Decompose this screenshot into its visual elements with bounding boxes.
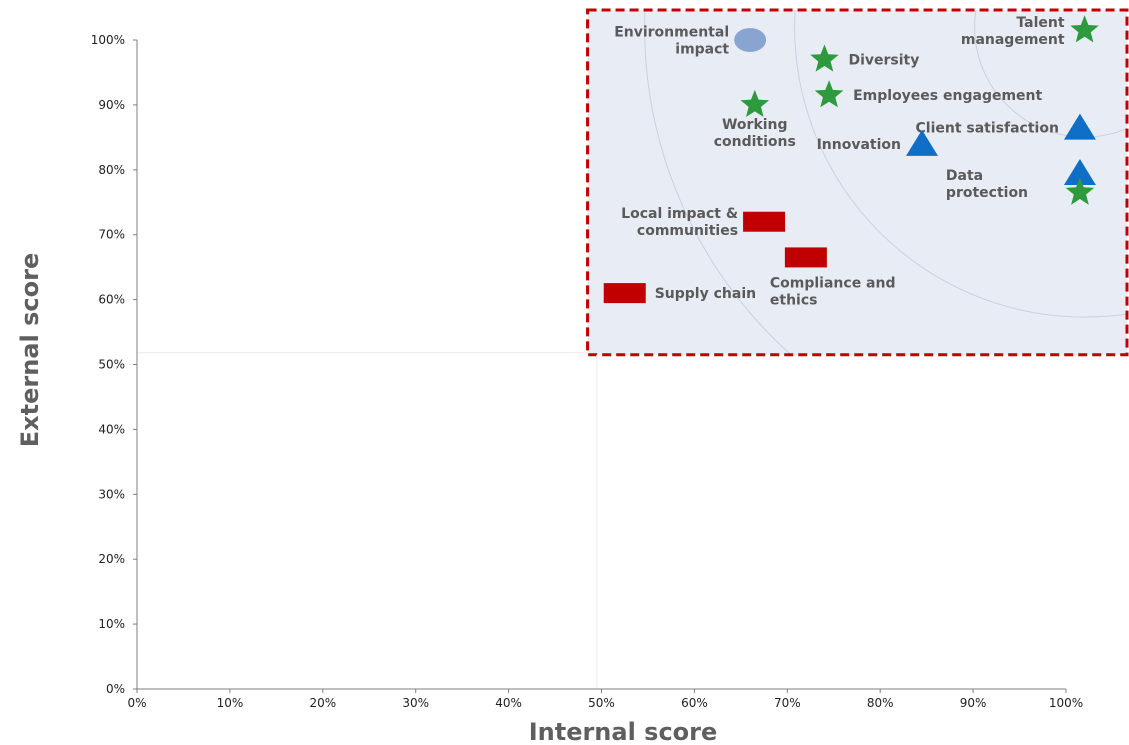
y-tick-labels: 0% 10% 20% 30% 40% 50% 60% 70% 80% 90% 100% — [91, 33, 137, 696]
star-marker — [1070, 15, 1099, 43]
x-tick-label: 10% — [217, 696, 244, 710]
y-tick-label: 40% — [98, 422, 125, 436]
point-label: Talent management — [961, 15, 1065, 48]
bar-marker — [784, 247, 827, 268]
x-tick-label: 0% — [127, 696, 146, 710]
triangle-marker — [1063, 113, 1096, 140]
x-tick-label: 20% — [309, 696, 336, 710]
x-tick-label: 50% — [588, 696, 615, 710]
highlight-region — [137, 8, 1129, 689]
data-point: Innovation — [817, 129, 939, 156]
y-tick-label: 30% — [98, 487, 125, 501]
x-tick-labels: 0% 10% 20% 30% 40% 50% 60% 70% 80% 90% 100% — [127, 689, 1083, 710]
contour-arc — [644, 10, 792, 355]
data-point: Supply chain — [603, 283, 756, 304]
x-tick-label: 40% — [495, 696, 522, 710]
x-tick-label: 80% — [867, 696, 894, 710]
x-axis-title: Internal score — [529, 718, 718, 745]
y-tick-label: 60% — [98, 293, 125, 307]
point-label: Employees engagement — [853, 88, 1042, 104]
star-marker — [1065, 177, 1095, 205]
x-tick-label: 100% — [1049, 696, 1083, 710]
data-point: Data protection — [946, 159, 1096, 201]
y-tick-label: 20% — [98, 552, 125, 566]
point-label: Local impact & communities — [621, 206, 738, 239]
star-marker — [814, 80, 844, 108]
data-point: Working conditions — [714, 89, 796, 150]
data-point: Compliance and ethics — [770, 247, 896, 308]
point-label: Compliance and ethics — [770, 275, 896, 308]
x-tick-label: 90% — [960, 696, 987, 710]
y-tick-label: 0% — [106, 682, 125, 696]
point-label: Diversity — [848, 52, 919, 68]
bar-marker — [743, 211, 786, 232]
y-tick-label: 80% — [98, 163, 125, 177]
star-marker — [810, 44, 839, 72]
point-label: Data protection — [946, 168, 1028, 201]
point-label: Working conditions — [714, 117, 796, 150]
star-marker — [740, 89, 770, 117]
point-label: Supply chain — [655, 286, 756, 302]
point-label: Client satisfaction — [916, 121, 1059, 137]
data-points: Environmental impact Talent management Diver… — [603, 15, 1099, 308]
data-point: Talent management — [961, 15, 1099, 48]
x-tick-label: 70% — [774, 696, 801, 710]
y-axis-title: External score — [16, 253, 44, 447]
point-label: Environmental impact — [614, 25, 729, 58]
data-point: Client satisfaction — [916, 113, 1096, 140]
data-point: Environmental impact — [614, 25, 767, 58]
triangle-marker — [1063, 159, 1096, 186]
circle-marker — [734, 28, 767, 52]
highlight-region-fill — [587, 10, 1127, 355]
bar-marker — [603, 283, 646, 304]
contour-arc — [794, 10, 1127, 318]
point-label: Innovation — [817, 137, 901, 153]
x-tick-label: 30% — [402, 696, 429, 710]
x-tick-label: 60% — [681, 696, 708, 710]
triangle-marker — [906, 129, 939, 156]
y-tick-label: 70% — [98, 228, 125, 242]
y-tick-label: 10% — [98, 617, 125, 631]
y-tick-label: 50% — [98, 358, 125, 372]
data-point: Local impact & communities — [621, 206, 786, 239]
y-tick-label: 90% — [98, 98, 125, 112]
data-point: Diversity — [810, 44, 919, 72]
data-point: Employees engagement — [814, 80, 1043, 108]
y-tick-label: 100% — [91, 33, 125, 47]
data-point — [1065, 177, 1095, 205]
highlight-region-border — [586, 8, 1129, 357]
